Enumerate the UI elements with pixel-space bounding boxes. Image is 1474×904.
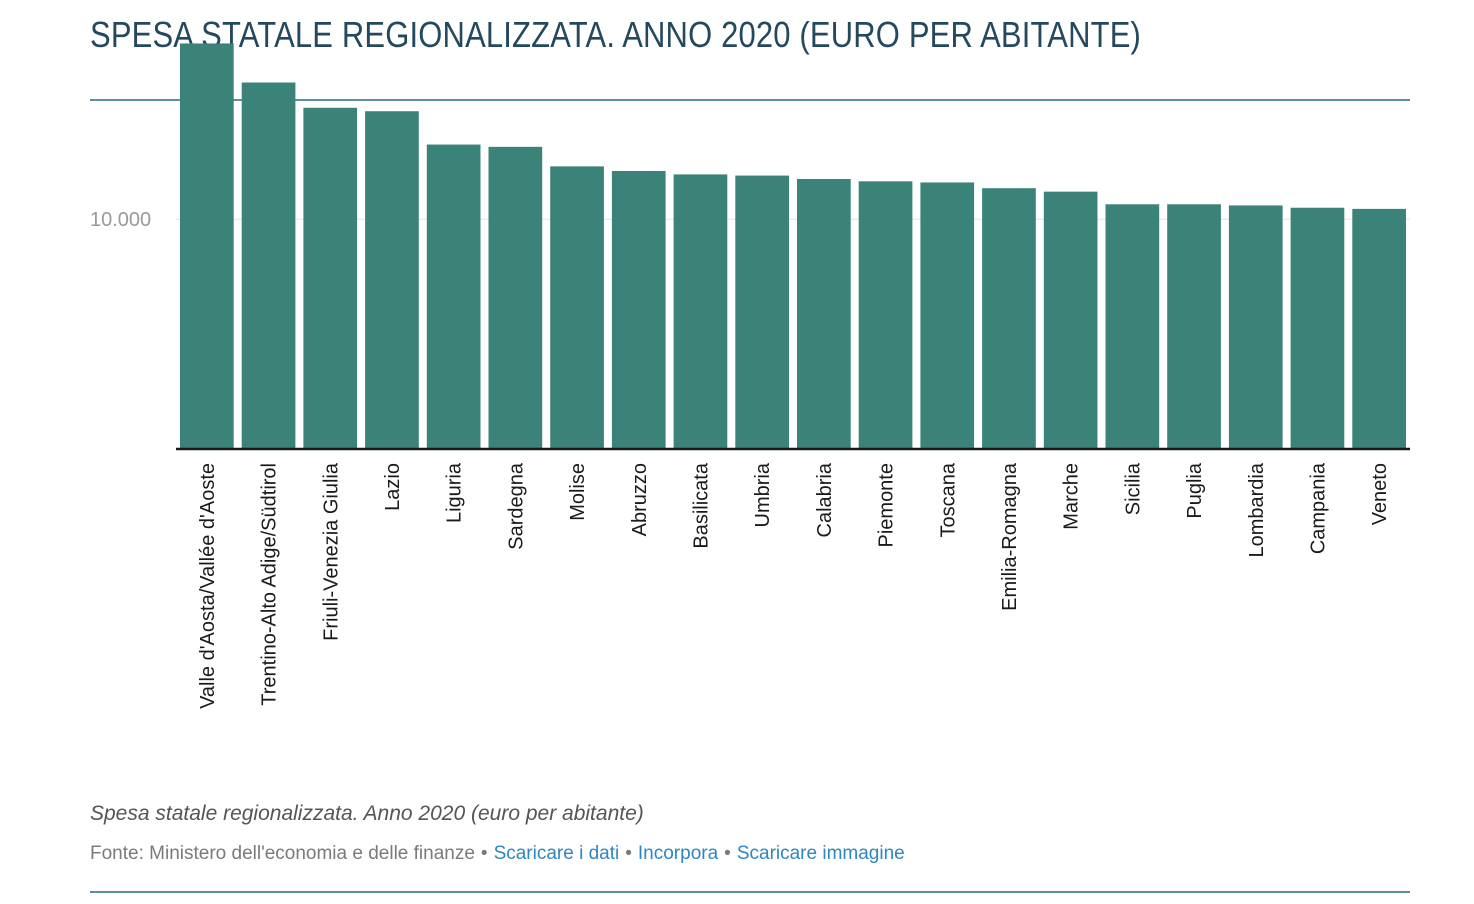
separator: • [480, 843, 488, 864]
x-tick-label: Marche [1061, 463, 1083, 530]
source-line: Fonte: Ministero dell'economia e delle f… [90, 843, 905, 865]
x-tick-label: Sicilia [1122, 462, 1144, 515]
bar-chart: 10.000 Valle d'Aosta/Vallée d'Aoste Trenti… [90, 43, 1410, 709]
top-divider [90, 99, 1410, 101]
bar[interactable] [1043, 191, 1098, 450]
source-text: Fonte: Ministero dell'economia e delle f… [90, 843, 475, 864]
bar[interactable] [488, 146, 543, 449]
bottom-divider [90, 891, 1410, 893]
x-tick-label: Piemonte [876, 463, 898, 548]
x-tick-label: Lazio [382, 463, 404, 511]
x-tick-label: Abruzzo [629, 463, 651, 536]
y-tick-label: 10.000 [90, 209, 151, 231]
chart-caption: Spesa statale regionalizzata. Anno 2020 … [90, 802, 644, 825]
x-tick-label: Campania [1307, 462, 1329, 554]
bar[interactable] [611, 170, 666, 449]
x-tick-label: Umbria [752, 462, 774, 527]
x-tick-label: Emilia-Romagna [999, 462, 1021, 611]
x-tick-label: Trentino-Alto Adige/Südtirol [259, 463, 281, 706]
separator: • [625, 843, 632, 864]
bar[interactable] [1228, 205, 1283, 449]
bar[interactable] [241, 82, 296, 450]
bar[interactable] [180, 43, 234, 450]
embed-link[interactable]: Incorpora [637, 843, 719, 864]
bar[interactable] [550, 166, 604, 449]
x-tick-label: Valle d'Aosta/Vallée d'Aoste [197, 463, 219, 709]
x-tick-label: Veneto [1369, 463, 1391, 525]
bar[interactable] [426, 144, 481, 449]
x-tick-label: Sardegna [505, 462, 527, 550]
download-image-link[interactable]: Scaricare immagine [736, 843, 905, 864]
download-data-link[interactable]: Scaricare i dati [493, 843, 620, 864]
x-tick-label: Friuli-Venezia Giulia [320, 462, 342, 641]
bar[interactable] [1167, 204, 1221, 449]
bar[interactable] [982, 188, 1036, 449]
bar[interactable] [797, 179, 851, 449]
x-tick-label: Puglia [1184, 462, 1206, 518]
bar[interactable] [1352, 208, 1406, 449]
x-tick-label: Molise [567, 463, 589, 521]
x-tick-label: Toscana [937, 462, 959, 537]
separator: • [724, 843, 731, 864]
x-tick-label: Basilicata [690, 462, 712, 548]
bar[interactable] [303, 107, 358, 450]
bar[interactable] [735, 175, 789, 449]
bar[interactable] [920, 182, 975, 449]
bar[interactable] [1105, 204, 1160, 449]
chart-title: SPESA STATALE REGIONALIZZATA. ANNO 2020 … [90, 14, 1142, 55]
x-tick-label: Calabria [814, 462, 836, 537]
bar[interactable] [365, 111, 419, 449]
x-tick-label: Lombardia [1246, 462, 1268, 557]
bar[interactable] [673, 174, 728, 450]
bar[interactable] [858, 181, 913, 449]
x-tick-label: Liguria [444, 462, 466, 523]
bar[interactable] [1290, 207, 1345, 449]
